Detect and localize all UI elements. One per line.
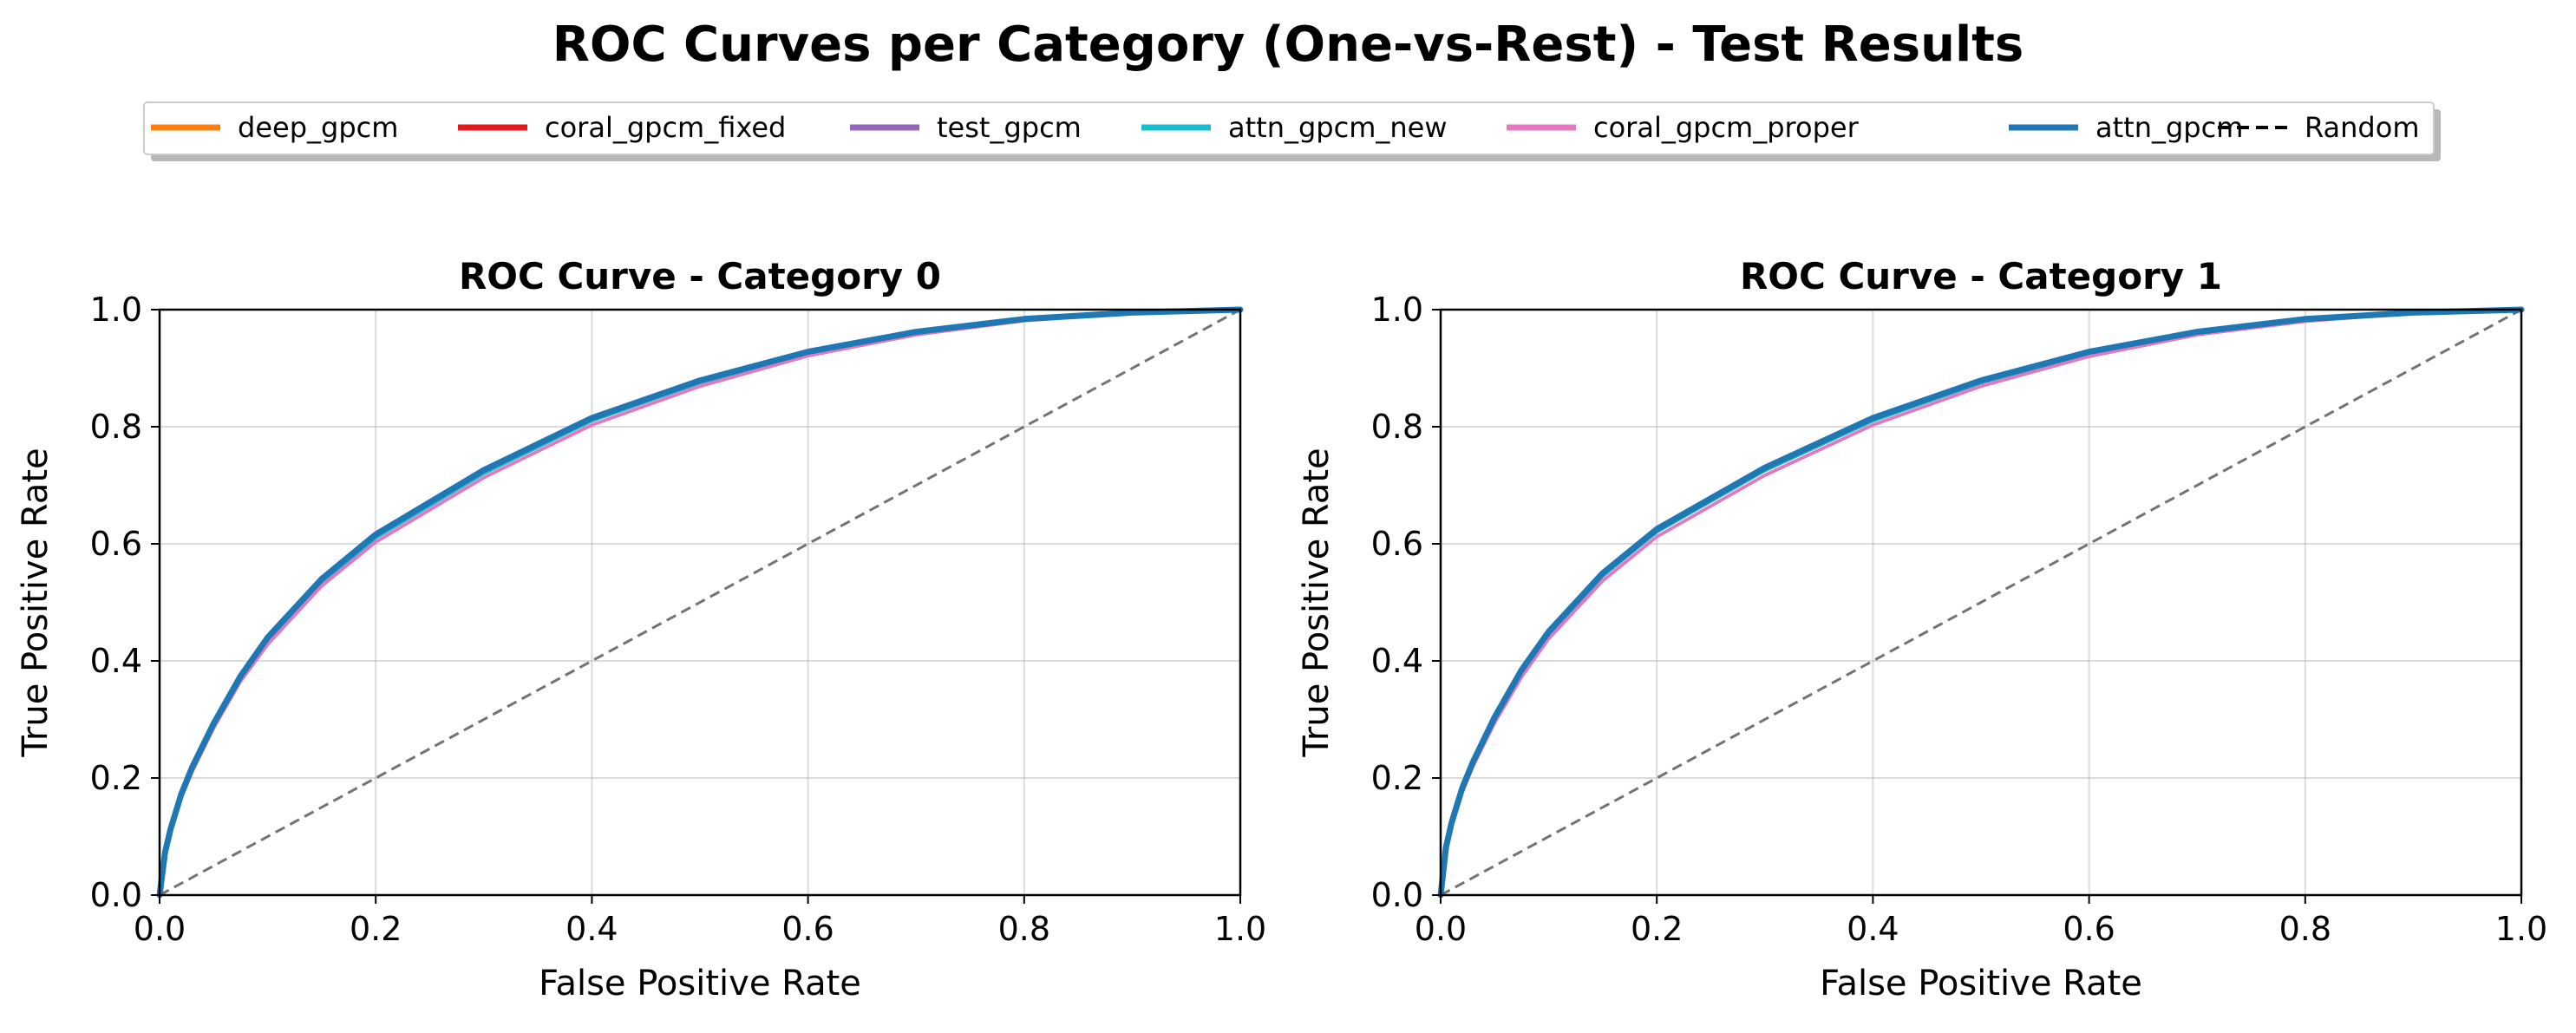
legend-item-deep-gpcm: deep_gpcm <box>151 111 398 144</box>
y-tick-label: 0.0 <box>1371 876 1423 914</box>
x-axis-label: False Positive Rate <box>1820 964 2142 1004</box>
x-tick-label: 0.0 <box>1415 910 1467 948</box>
legend-entries: deep_gpcm coral_gpcm_fixed test_gpcm attn_g… <box>151 111 2419 144</box>
y-tick-label: 0.4 <box>1371 642 1423 680</box>
series-line-random <box>159 308 1241 897</box>
series-line-random <box>1440 308 2522 897</box>
legend-item-random: Random <box>2218 111 2419 144</box>
y-axis-label: True Positive Rate <box>1297 448 1337 757</box>
x-tick-label: 0.6 <box>781 910 834 948</box>
legend-item-attn-gpcm-new: attn_gpcm_new <box>1141 111 1448 144</box>
y-tick-label: 0.6 <box>90 525 142 563</box>
y-tick-label: 0.2 <box>90 759 142 797</box>
figure-title: ROC Curves per Category (One-vs-Rest) - … <box>552 16 2024 73</box>
plot-frame <box>1439 308 2523 897</box>
panel-title: ROC Curve - Category 1 <box>1740 255 2222 297</box>
legend: deep_gpcm coral_gpcm_fixed test_gpcm attn_g… <box>143 101 2441 161</box>
y-tick-label: 0.8 <box>1371 408 1423 446</box>
series-line-attn-gpcm <box>156 306 1244 899</box>
x-tick-label: 0.2 <box>350 910 402 948</box>
roc-panel-category-1: ROC Curve - Category 1 0.0 0.2 0.4 0.6 0.8 1.0… <box>1297 255 2547 1004</box>
legend-item-coral-gpcm-proper: coral_gpcm_proper <box>1507 111 1860 144</box>
legend-label-coral-gpcm-proper: coral_gpcm_proper <box>1593 111 1860 144</box>
x-tick-label: 0.6 <box>2063 910 2115 948</box>
x-tick-label: 0.8 <box>998 910 1050 948</box>
y-tick-label: 0.8 <box>90 408 142 446</box>
x-axis-label: False Positive Rate <box>539 964 861 1004</box>
x-tick-label: 0.8 <box>2279 910 2331 948</box>
legend-label-deep-gpcm: deep_gpcm <box>238 111 398 144</box>
y-tick-label: 0.6 <box>1371 525 1423 563</box>
legend-label-test-gpcm: test_gpcm <box>937 111 1082 144</box>
y-axis-label: True Positive Rate <box>16 448 56 757</box>
y-tick-label: 0.0 <box>90 876 142 914</box>
legend-frame <box>143 101 2435 155</box>
y-tick-label: 1.0 <box>1371 291 1423 329</box>
x-tick-label: 1.0 <box>1214 910 1266 948</box>
legend-item-coral-gpcm-fixed: coral_gpcm_fixed <box>458 111 786 144</box>
legend-item-test-gpcm: test_gpcm <box>850 111 1082 144</box>
panel-title: ROC Curve - Category 0 <box>459 255 941 297</box>
x-tick-label: 0.0 <box>134 910 186 948</box>
series-line-attn-gpcm <box>1437 306 2525 899</box>
legend-label-attn-gpcm-new: attn_gpcm_new <box>1228 111 1448 144</box>
plot-frame <box>158 308 1242 897</box>
x-tick-label: 0.4 <box>1847 910 1899 948</box>
y-tick-label: 1.0 <box>90 291 142 329</box>
y-tick-label: 0.4 <box>90 642 142 680</box>
legend-label-coral-gpcm-fixed: coral_gpcm_fixed <box>545 111 786 144</box>
x-tick-label: 1.0 <box>2495 910 2547 948</box>
y-tick-label: 0.2 <box>1371 759 1423 797</box>
x-tick-label: 0.4 <box>566 910 618 948</box>
roc-panel-category-0: ROC Curve - Category 0 0.0 0.2 0.4 0.6 0.8 1.0… <box>16 255 1266 1004</box>
x-tick-label: 0.2 <box>1631 910 1683 948</box>
legend-label-random: Random <box>2305 111 2419 144</box>
